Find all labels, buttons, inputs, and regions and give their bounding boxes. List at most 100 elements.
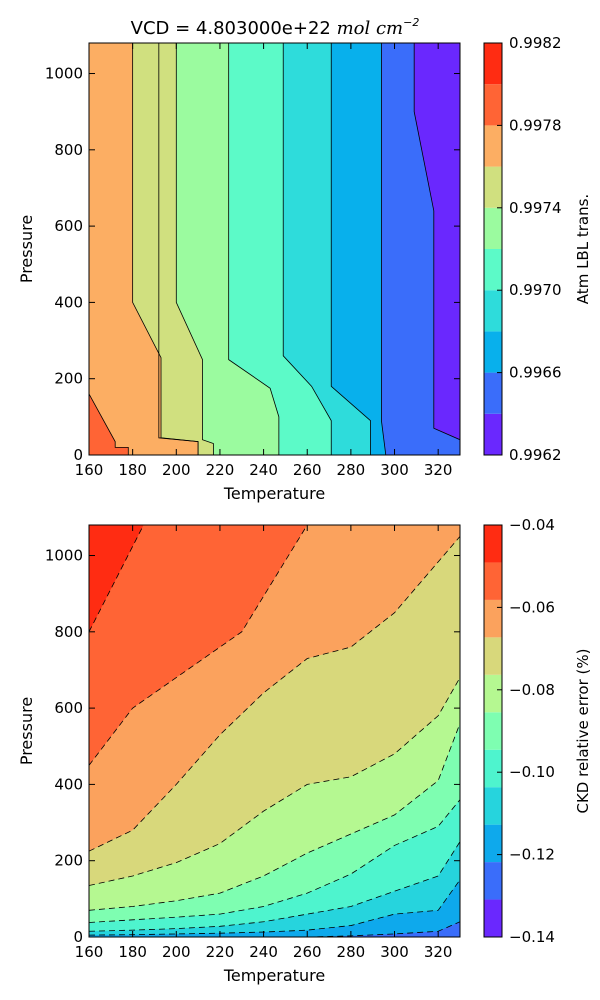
colorbar-segment (484, 43, 502, 85)
colorbar-tick-label: 0.9966 (509, 364, 562, 382)
y-axis-label: Pressure (17, 215, 36, 283)
colorbar-segment (484, 749, 502, 788)
colorbar-frame (483, 524, 503, 938)
colorbar-segment (484, 599, 502, 638)
contour-band (307, 921, 460, 937)
contour-line (89, 841, 460, 932)
contour-line (413, 43, 460, 441)
x-tick-label: 220 (206, 461, 235, 479)
colorbar-segment (484, 166, 502, 208)
y-tick-label: 600 (54, 217, 83, 235)
colorbar-tick-label: −0.14 (509, 928, 555, 946)
contour-line (89, 723, 460, 911)
colorbar-segment (484, 862, 502, 900)
figure-title: VCD = 4.803000e+22 mol cm−2 (131, 16, 420, 39)
colorbar-segment (484, 331, 502, 373)
colorbar-tick-label: −0.08 (509, 681, 555, 699)
contour-line (89, 799, 460, 923)
x-tick-label: 180 (118, 461, 147, 479)
y-tick-label: 400 (54, 775, 83, 793)
x-tick-label: 200 (162, 461, 191, 479)
x-tick-label: 280 (337, 461, 366, 479)
colorbar-segment (484, 125, 502, 167)
colorbar-label: CKD relative error (%) (574, 648, 592, 813)
contour-line (330, 43, 371, 455)
colorbar-tick-label: 0.9982 (509, 34, 562, 52)
colorbar-tick-label: 0.9974 (509, 199, 562, 217)
y-tick-label: 200 (54, 370, 83, 388)
contour-band (89, 43, 199, 455)
axes-frame (88, 524, 461, 938)
x-tick-label: 280 (337, 943, 366, 961)
colorbar-tick-label: 0.9978 (509, 116, 562, 134)
colorbar-tick-label: −0.10 (509, 763, 555, 781)
colorbar-segment (484, 787, 502, 825)
x-tick-label: 240 (249, 943, 278, 961)
y-tick-label: 800 (54, 141, 83, 159)
x-tick-label: 300 (380, 461, 409, 479)
title-unit: mol cm (337, 18, 404, 39)
x-tick-label: 260 (293, 461, 322, 479)
colorbar-segment (484, 525, 502, 563)
bottom-plot-area (89, 525, 460, 937)
y-tick-label: 1000 (45, 547, 83, 565)
colorbar-segment (484, 413, 502, 455)
x-tick-label: 220 (206, 943, 235, 961)
contour-line (381, 43, 387, 455)
colorbar-segment (484, 207, 502, 249)
colorbar-tick-label: 0.9962 (509, 446, 562, 464)
colorbar-tick-label: −0.12 (509, 846, 555, 864)
contour-line (89, 879, 460, 936)
colorbar-segment (484, 637, 502, 675)
colorbar-segment (484, 824, 502, 863)
x-axis-label: Temperature (223, 966, 325, 985)
colorbar-tick-label: −0.06 (509, 598, 555, 616)
colorbar-segment (484, 674, 502, 713)
y-axis-label: Pressure (17, 697, 36, 765)
colorbar-segment (484, 712, 502, 750)
y-tick-label: 800 (54, 623, 83, 641)
colorbar-segment (484, 899, 502, 937)
colorbar-frame (483, 42, 503, 456)
y-tick-label: 1000 (45, 65, 83, 83)
title-prefix: VCD = 4.803000e+22 (131, 18, 337, 39)
bottom-contour-panel: 160 180 200 220 240 260 280 300 320 0 200 400 600 800… (17, 516, 592, 985)
x-tick-label: 240 (249, 461, 278, 479)
top-plot-area (89, 43, 460, 455)
x-tick-label: 160 (75, 461, 104, 479)
x-tick-label: 300 (380, 943, 409, 961)
y-tick-label: 0 (73, 446, 83, 464)
x-tick-label: 260 (293, 943, 322, 961)
x-tick-label: 200 (162, 943, 191, 961)
y-tick-label: 0 (73, 928, 83, 946)
colorbar-segment (484, 290, 502, 332)
y-tick-label: 600 (54, 699, 83, 717)
contour-line (89, 536, 460, 852)
contour-band (89, 841, 460, 937)
contour-line (89, 525, 308, 766)
title-exponent: −2 (403, 16, 419, 29)
x-tick-label: 180 (118, 943, 147, 961)
colorbar-label: Atm LBL trans. (574, 194, 592, 304)
axes-frame (88, 42, 461, 456)
colorbar-segment (484, 372, 502, 414)
contour-line (282, 43, 332, 455)
x-tick-label: 320 (424, 461, 453, 479)
x-axis-label: Temperature (223, 484, 325, 503)
contour-band (89, 393, 129, 455)
contour-line (175, 43, 214, 455)
contour-band (89, 879, 460, 937)
colorbar-segment (484, 84, 502, 126)
top-contour-panel: 160 180 200 220 240 260 280 300 320 0 200 400 600 800… (17, 34, 592, 503)
x-tick-label: 160 (75, 943, 104, 961)
contour-line (158, 43, 199, 455)
y-tick-label: 200 (54, 852, 83, 870)
colorbar-segment (484, 562, 502, 600)
colorbar-tick-label: −0.04 (509, 516, 555, 534)
contour-line (228, 43, 280, 455)
x-tick-label: 320 (424, 943, 453, 961)
colorbar-segment (484, 249, 502, 291)
contour-line (89, 393, 129, 455)
y-tick-label: 400 (54, 293, 83, 311)
